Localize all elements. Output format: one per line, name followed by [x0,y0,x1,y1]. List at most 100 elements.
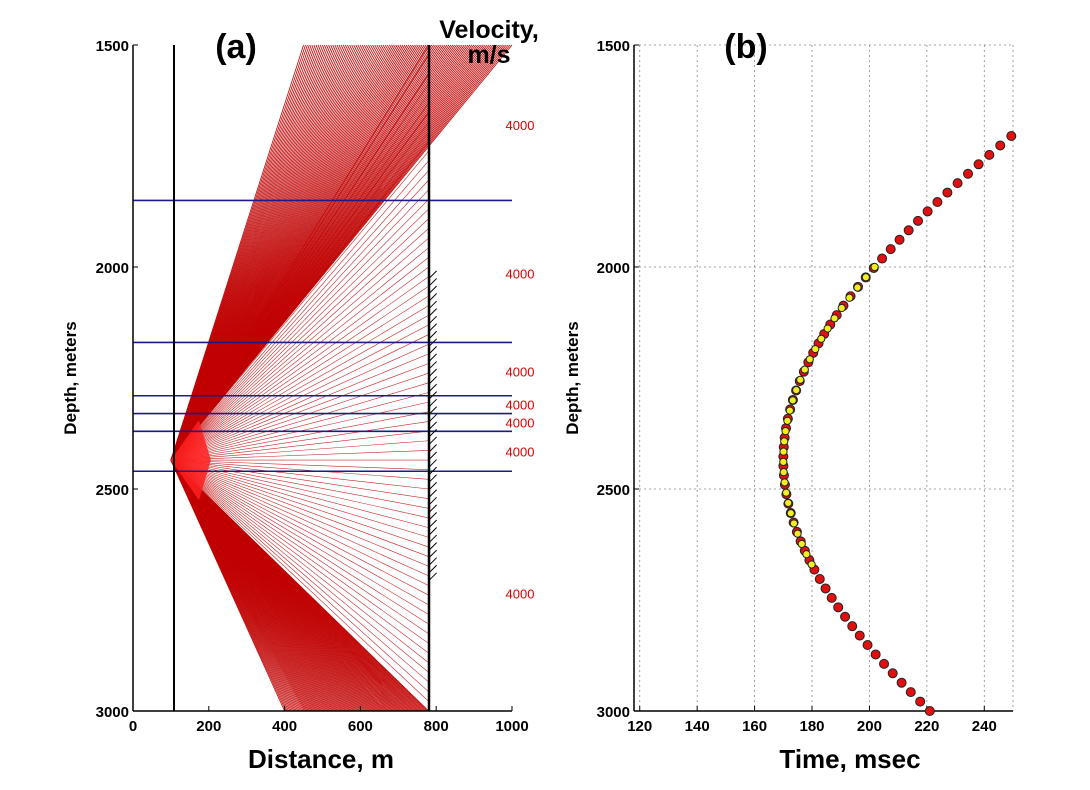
ray-direct [170,459,429,644]
y-tick-label: 2500 [96,482,129,499]
ray-direct [170,64,429,461]
traveltime-point-yellow [870,262,879,272]
traveltime-point-red [973,159,984,170]
traveltime-point-red [854,630,865,641]
y-tick-label: 3000 [597,704,630,721]
ray-direct [170,353,429,461]
receiver-tick [428,527,437,536]
ray-direct [170,459,429,615]
traveltime-point-yellow [802,550,811,559]
receiver-tick [428,489,437,499]
traveltime-point-red [903,225,914,236]
receiver-tick [428,353,437,363]
ray-direct [170,170,429,461]
receiver-tick [428,323,437,333]
receiver-tick [428,459,437,468]
panel-label-b: (b) [724,28,767,66]
y-tick-label: 2000 [597,260,630,277]
ray-direct [170,459,429,692]
ray-direct [170,440,429,461]
panel-b: 120 140 160 180 200 220 240 1500 2000 2500 3000 (… [563,28,1017,774]
ray-direct [170,54,429,461]
traveltime-point-yellow [780,437,789,446]
traveltime-point-red [840,611,851,622]
y-tick-label: 2000 [96,260,129,277]
receiver-tick [428,474,437,484]
traveltime-point-yellow [783,416,792,425]
ray-direct [170,112,429,461]
traveltime-point-red [984,149,995,160]
ray-direct [170,459,429,702]
axes-b [633,45,1013,712]
ray-direct [170,93,429,461]
traveltime-point-yellow [823,324,832,333]
traveltime-point-yellow [793,529,802,538]
traveltime-point-red [820,583,831,594]
traveltime-point-yellow [817,334,826,343]
receiver-tick [428,542,437,551]
traveltime-point-yellow [830,314,839,323]
traveltime-point-red [932,197,943,208]
traveltime-point-yellow [779,457,788,467]
receiver-tick [428,338,437,348]
x-tick-label: 160 [742,718,767,735]
ray-direct [170,459,429,480]
ray-direct [170,459,429,654]
receiver-tick [428,512,437,521]
receiver-tick [428,361,437,370]
ray-paths [170,44,513,712]
traveltime-points [778,131,1017,716]
receiver-tick [428,300,437,310]
panel-label-a: (a) [215,28,257,66]
receiver-tick [428,519,437,529]
ray-direct [170,430,429,461]
receiver-tick [428,451,437,461]
receiver-tick [428,572,437,582]
traveltime-point-red [915,696,926,707]
traveltime-point-red [826,592,837,603]
traveltime-point-red [833,602,844,613]
traveltime-point-red [1006,131,1017,142]
ray-direct [170,257,429,461]
y-ticks-a: 1500 2000 2500 3000 [96,38,138,721]
ray-direct [170,459,429,557]
traveltime-point-yellow [792,385,801,395]
receiver-tick [428,315,437,325]
ray-direct [170,228,429,461]
velocity-label: 4000 [506,586,535,601]
traveltime-point-yellow [789,519,799,528]
traveltime-point-red [862,640,873,651]
receiver-tick [428,391,437,401]
traveltime-point-red [962,168,973,179]
traveltime-point-red [905,687,916,698]
ray-direct [170,459,429,567]
traveltime-point-yellow [785,406,794,415]
traveltime-point-yellow [800,365,809,374]
x-tick-label: 0 [129,718,137,735]
traveltime-point-yellow [845,293,854,302]
velocity-title-line2: m/s [467,41,510,69]
x-tick-label: 220 [914,718,939,735]
ray-direct [170,459,429,663]
y-axis-label-b: Depth, meters [563,321,582,434]
ray-direct [170,44,429,461]
receiver-tick [428,534,437,544]
x-tick-label: 200 [196,718,221,735]
traveltime-point-yellow [796,375,805,384]
velocity-title-line1: Velocity, [439,16,539,44]
traveltime-point-yellow [779,468,788,477]
y-tick-label: 1500 [96,38,129,55]
receiver-tick [428,481,437,491]
ray-direct [170,334,429,461]
receiver-tick [428,444,437,453]
ray-direct [170,459,429,625]
ray-direct [170,459,429,712]
ray-direct [170,459,429,499]
traveltime-point-yellow [784,498,793,508]
ray-direct [170,459,429,635]
traveltime-point-yellow [782,488,791,497]
traveltime-point-red [896,677,907,688]
ray-direct [170,459,429,470]
